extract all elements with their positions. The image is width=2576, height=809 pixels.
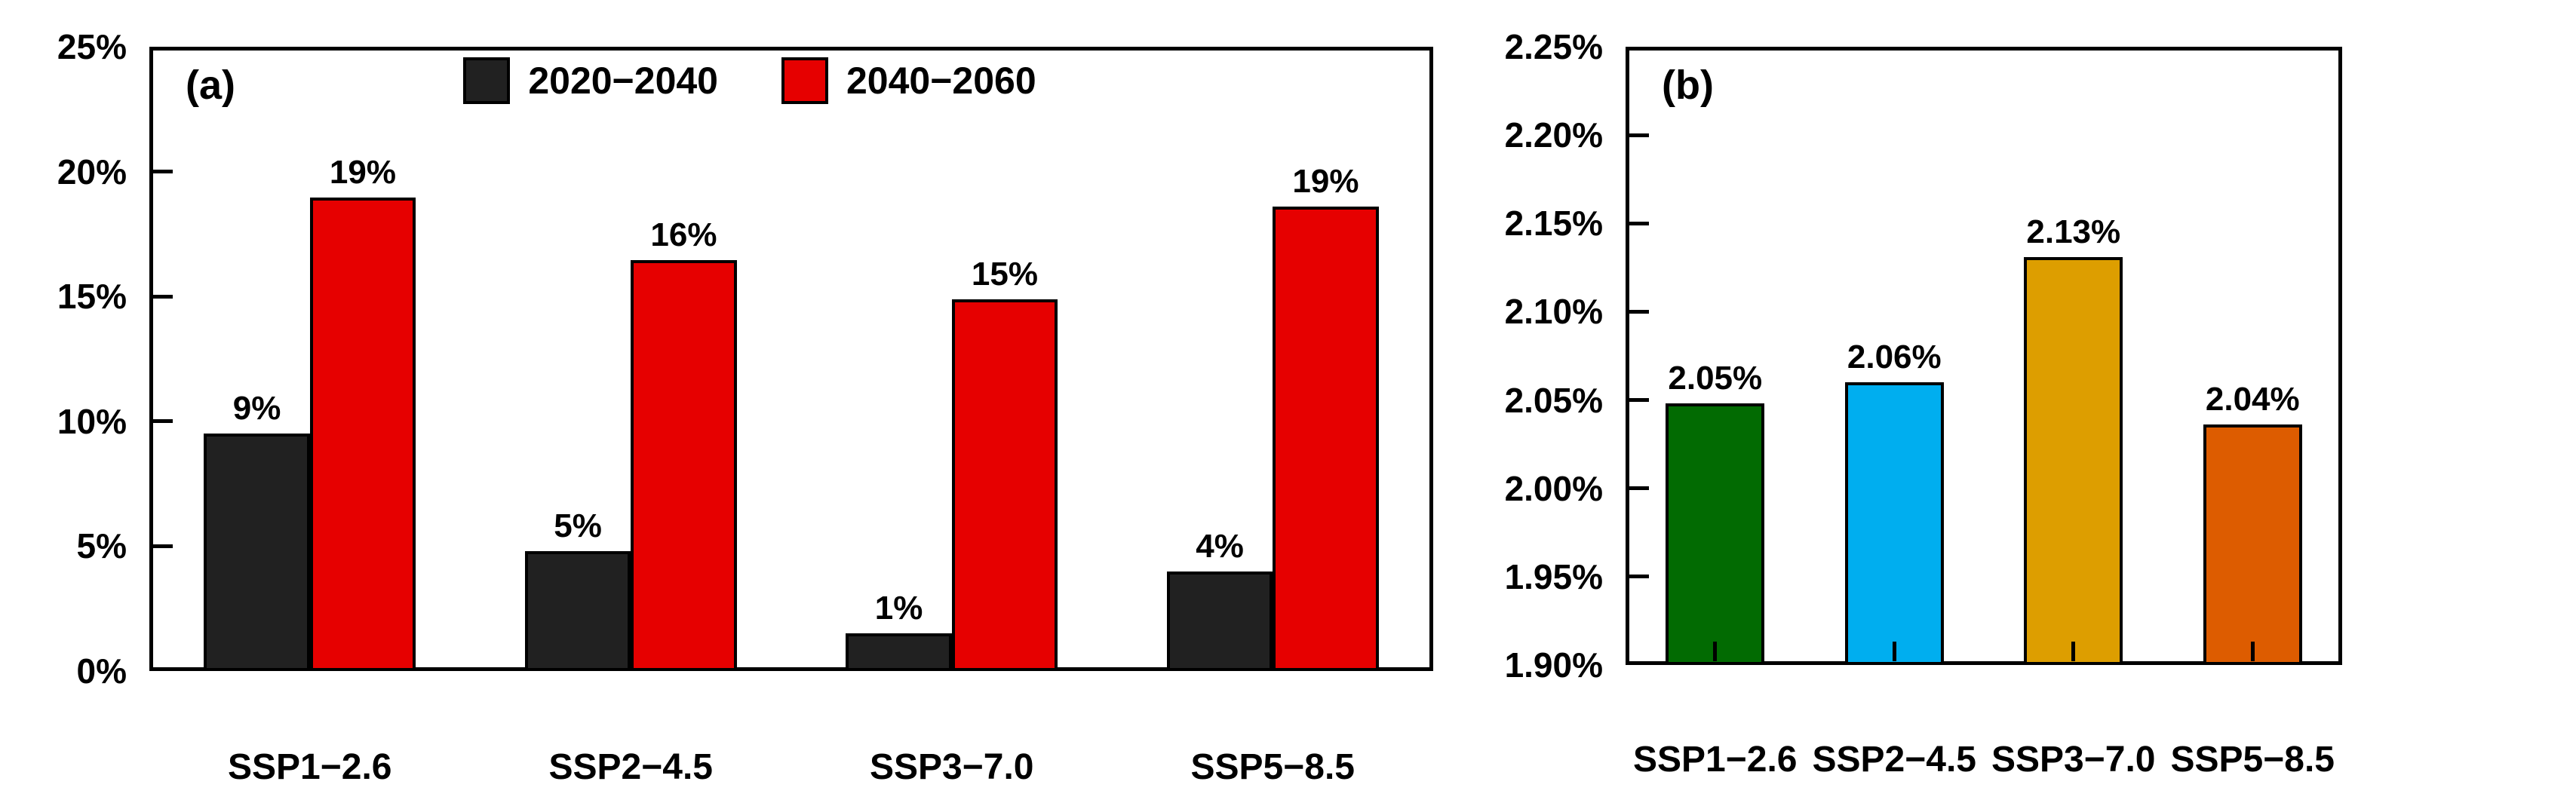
bar-SSP2−4.5 [1844, 382, 1944, 665]
y-axis-tick-mark [1629, 486, 1649, 491]
x-category-label: SSP2−4.5 [1812, 740, 1977, 780]
y-axis-tick-mark [153, 419, 173, 424]
y-axis-tick-label: 2.05% [1504, 380, 1603, 420]
x-axis-tick-mark [308, 648, 312, 667]
y-axis-tick-label: 1.95% [1504, 556, 1603, 596]
bar-series-0-SSP1−2.6 [204, 434, 310, 671]
x-category-label: SSP2−4.5 [548, 747, 714, 787]
legend-item: 2020−2040 [463, 57, 718, 104]
bar-SSP1−2.6 [1666, 403, 1765, 665]
x-axis-tick-mark [1270, 648, 1275, 667]
y-axis-tick-mark [1629, 309, 1649, 314]
bar-value-label: 2.05% [1668, 360, 1763, 397]
bar-series-1-SSP1−2.6 [309, 198, 416, 671]
plot-area [149, 47, 1433, 671]
panel-letter-label: (b) [1662, 63, 1714, 108]
legend-label: 2020−2040 [528, 60, 718, 102]
bar-series-1-SSP5−8.5 [1273, 206, 1379, 671]
plot-area [1626, 47, 2342, 665]
bar-value-label: 2.06% [1847, 339, 1942, 376]
y-axis-tick-mark [153, 170, 173, 174]
y-axis-tick-label: 10% [57, 401, 127, 441]
y-axis-tick-label: 2.10% [1504, 292, 1603, 332]
x-axis-tick-mark [950, 648, 954, 667]
x-axis-tick-mark [1892, 642, 1896, 661]
y-axis-tick-mark [153, 294, 173, 299]
legend-swatch [463, 57, 511, 104]
bar-series-0-SSP3−7.0 [846, 633, 952, 671]
y-axis-tick-label: 2.25% [1504, 27, 1603, 66]
y-axis-tick-mark [1629, 575, 1649, 579]
y-axis-tick-mark [153, 544, 173, 548]
x-category-label: SSP5−8.5 [1190, 747, 1356, 787]
bar-value-label: 2.13% [2026, 213, 2121, 250]
bar-series-0-SSP5−8.5 [1166, 571, 1273, 671]
bar-value-label: 2.04% [2205, 381, 2300, 418]
legend-swatch [781, 57, 828, 104]
x-category-label: SSP5−8.5 [2170, 740, 2335, 780]
y-axis-tick-mark [1629, 221, 1649, 225]
x-category-label: SSP1−2.6 [1633, 740, 1798, 780]
y-axis-tick-label: 20% [57, 152, 127, 192]
y-axis-tick-mark [1629, 133, 1649, 137]
x-category-label: SSP1−2.6 [228, 747, 392, 787]
x-category-label: SSP3−7.0 [1991, 740, 2156, 780]
y-axis-tick-label: 25% [57, 27, 127, 66]
bar-value-label: 16% [650, 216, 717, 254]
y-axis-tick-label: 5% [76, 526, 127, 566]
x-category-label: SSP3−7.0 [870, 747, 1034, 787]
bar-value-label: 15% [971, 255, 1038, 293]
bar-series-0-SSP2−4.5 [524, 551, 631, 671]
bar-series-1-SSP3−7.0 [951, 299, 1058, 671]
bar-value-label: 4% [1196, 527, 1244, 565]
y-axis-tick-label: 1.90% [1504, 645, 1603, 685]
y-axis-tick-label: 2.15% [1504, 204, 1603, 244]
bar-value-label: 9% [232, 390, 281, 427]
y-axis-tick-mark [1629, 398, 1649, 403]
legend-label: 2040−2060 [846, 60, 1036, 102]
bar-value-label: 5% [554, 507, 602, 545]
x-axis-tick-mark [1713, 642, 1718, 661]
bar-series-1-SSP2−4.5 [631, 260, 737, 671]
bar-value-label: 19% [1292, 162, 1359, 200]
x-axis-tick-mark [2071, 642, 2076, 661]
y-axis-tick-label: 2.20% [1504, 115, 1603, 155]
bar-SSP5−8.5 [2203, 424, 2302, 665]
x-axis-tick-mark [628, 648, 633, 667]
y-axis-tick-label: 0% [76, 651, 127, 691]
panel-letter-label: (a) [186, 63, 235, 108]
legend: 2020−2040 2040−2060 [108, 57, 1392, 104]
x-axis-tick-mark [2250, 642, 2255, 661]
bar-SSP3−7.0 [2024, 256, 2123, 665]
bar-value-label: 1% [874, 590, 923, 627]
y-axis-tick-label: 2.00% [1504, 468, 1603, 508]
bar-value-label: 19% [329, 154, 396, 192]
y-axis-tick-label: 15% [57, 277, 127, 317]
legend-item: 2040−2060 [781, 57, 1036, 104]
